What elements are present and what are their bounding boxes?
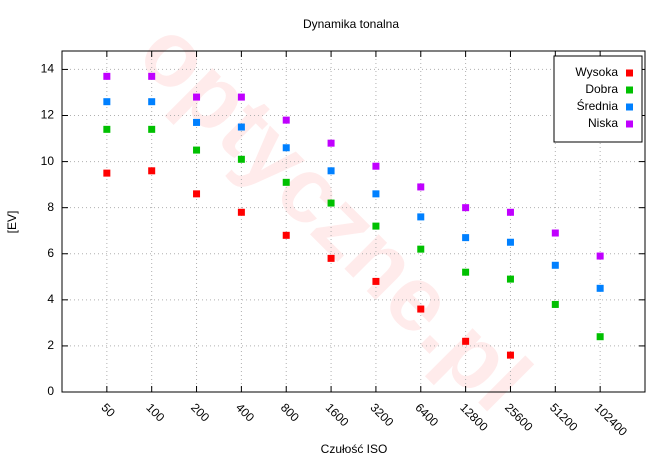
marker [417, 245, 425, 253]
marker [103, 125, 111, 133]
marker [506, 275, 514, 283]
y-tick-label: 4 [47, 292, 54, 306]
x-tick-label: 400 [233, 400, 257, 424]
marker [372, 222, 380, 230]
y-tick-label: 14 [41, 62, 55, 76]
marker [417, 213, 425, 221]
x-tick-label: 100 [143, 400, 167, 424]
marker [417, 305, 425, 313]
y-tick-label: 12 [41, 108, 55, 122]
marker [551, 300, 559, 308]
marker [506, 238, 514, 246]
marker [148, 98, 156, 106]
marker [103, 98, 111, 106]
marker [462, 268, 470, 276]
x-tick-label: 1600 [323, 400, 352, 429]
legend-marker [626, 103, 633, 111]
chart-title: Dynamika tonalna [303, 17, 399, 31]
marker [551, 261, 559, 269]
marker [237, 155, 245, 163]
marker [506, 208, 514, 216]
marker [148, 125, 156, 133]
x-tick-label: 50 [98, 400, 118, 420]
marker [327, 139, 335, 147]
marker [103, 72, 111, 80]
marker [193, 118, 201, 126]
legend-label: Wysoka [575, 65, 618, 79]
x-tick-label: 6400 [412, 400, 441, 429]
marker [596, 333, 604, 341]
marker [282, 116, 290, 124]
marker [506, 351, 514, 359]
legend-label: Dobra [585, 82, 618, 96]
y-tick-label: 6 [47, 246, 54, 260]
marker [372, 277, 380, 285]
watermark: optyczne.pl [120, 0, 550, 430]
x-tick-label: 3200 [368, 400, 397, 429]
legend-label: Niska [588, 116, 618, 130]
marker [372, 190, 380, 198]
y-tick-label: 2 [47, 338, 54, 352]
y-axis-label: [EV] [5, 211, 19, 234]
x-axis-label: Czułość ISO [321, 442, 388, 456]
marker [596, 284, 604, 292]
marker [282, 231, 290, 239]
marker [596, 252, 604, 260]
marker [148, 167, 156, 175]
marker [103, 169, 111, 177]
legend-marker [626, 120, 633, 128]
x-tick-label: 200 [188, 400, 212, 424]
x-tick-label: 800 [278, 400, 302, 424]
y-tick-label: 10 [41, 154, 55, 168]
marker [417, 183, 425, 191]
marker [237, 123, 245, 131]
marker [193, 190, 201, 198]
legend-marker [626, 69, 633, 77]
marker [148, 72, 156, 80]
plot-frame [61, 50, 646, 393]
y-tick-label: 0 [47, 384, 54, 398]
y-tick-label: 8 [47, 200, 54, 214]
legend-label: Średnia [577, 98, 619, 113]
x-tick-label: 25600 [502, 400, 536, 434]
marker [193, 93, 201, 101]
marker [237, 93, 245, 101]
marker [462, 337, 470, 345]
x-tick-label: 102400 [592, 400, 630, 438]
marker [327, 167, 335, 175]
marker [237, 208, 245, 216]
marker [462, 204, 470, 212]
marker [327, 199, 335, 207]
marker [193, 146, 201, 154]
x-tick-label: 51200 [547, 400, 581, 434]
marker [282, 144, 290, 152]
marker [282, 178, 290, 186]
marker [372, 162, 380, 170]
legend-marker [626, 86, 633, 94]
marker [462, 234, 470, 242]
marker [551, 229, 559, 237]
marker [327, 254, 335, 262]
